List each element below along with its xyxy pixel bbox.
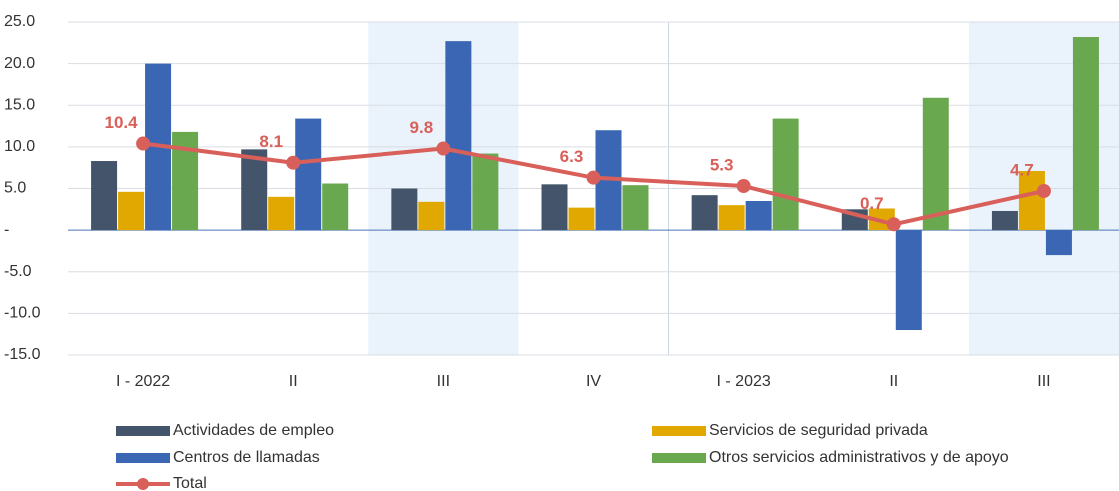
legend-swatch (652, 453, 706, 463)
y-tick-label: 10.0 (4, 138, 35, 155)
x-tick-label: IV (586, 373, 601, 390)
legend-label: Actividades de empleo (173, 422, 334, 439)
bar (418, 201, 445, 231)
data-label: 9.8 (410, 118, 434, 137)
bar (718, 205, 745, 231)
bar (295, 118, 322, 231)
line-marker (436, 141, 451, 156)
line-marker (1036, 183, 1051, 198)
data-label: 0.7 (860, 194, 884, 213)
bar (922, 97, 949, 231)
legend-label: Total (173, 475, 207, 491)
y-tick-label: - (4, 221, 9, 238)
data-label: 4.7 (1010, 160, 1034, 179)
x-tick-label: III (1037, 373, 1050, 390)
data-label: 10.4 (105, 113, 139, 132)
bar (1072, 36, 1099, 231)
bar (268, 196, 295, 231)
legend-label: Servicios de seguridad privada (709, 422, 928, 439)
x-tick-label: I - 2022 (116, 373, 170, 390)
y-tick-label: 5.0 (4, 180, 26, 197)
y-tick-label: -15.0 (4, 346, 41, 363)
x-tick-label: II (289, 373, 298, 390)
bar (541, 184, 568, 231)
line-marker (886, 217, 901, 232)
bar (691, 195, 718, 231)
line-marker (586, 170, 601, 185)
bar (241, 149, 268, 231)
y-tick-label: -10.0 (4, 305, 41, 322)
bar (391, 188, 418, 231)
legend-swatch (116, 453, 170, 463)
line-marker (736, 179, 751, 194)
bar (991, 210, 1018, 231)
data-label: 5.3 (710, 155, 734, 174)
bar (772, 118, 799, 231)
legend-swatch (116, 426, 170, 436)
bar (895, 230, 922, 331)
line-marker (286, 155, 301, 170)
bar (445, 41, 472, 231)
bar (622, 185, 649, 231)
bar (1045, 230, 1072, 256)
line-marker (136, 136, 151, 151)
x-tick-label: II (889, 373, 898, 390)
y-tick-label: -5.0 (4, 263, 32, 280)
bar (472, 153, 499, 231)
bar (568, 207, 595, 231)
y-tick-label: 15.0 (4, 96, 35, 113)
legend-label: Otros servicios administrativos y de apo… (709, 449, 1009, 466)
y-tick-label: 25.0 (4, 13, 35, 30)
x-tick-label: I - 2023 (717, 373, 771, 390)
legend-swatch (652, 426, 706, 436)
legend-marker (137, 478, 149, 490)
bar (118, 191, 145, 231)
data-label: 6.3 (560, 147, 584, 166)
bar (745, 200, 772, 231)
bar (322, 183, 349, 231)
y-tick-label: 20.0 (4, 55, 35, 72)
x-tick-label: III (437, 373, 450, 390)
data-label: 8.1 (259, 132, 283, 151)
legend-label: Centros de llamadas (173, 449, 320, 466)
bar (1018, 171, 1045, 231)
bar (91, 161, 118, 231)
